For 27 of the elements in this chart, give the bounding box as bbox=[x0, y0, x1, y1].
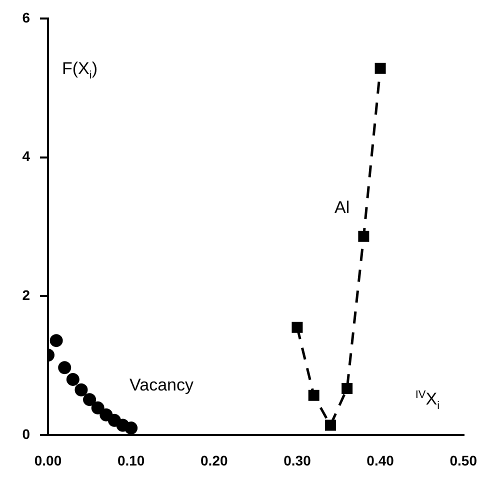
point bbox=[58, 361, 72, 374]
point bbox=[292, 322, 303, 333]
point bbox=[358, 230, 370, 242]
x-tick-label: 0.50 bbox=[450, 452, 478, 468]
x-tick-label: 0.40 bbox=[366, 452, 394, 468]
y-axis-title: F(X$_{i}$) bbox=[62, 59, 98, 82]
series-label: Vacancy bbox=[130, 375, 194, 394]
point bbox=[83, 393, 96, 406]
y-tick-label: 2 bbox=[22, 286, 30, 303]
point bbox=[66, 372, 80, 386]
point bbox=[324, 420, 336, 431]
point bbox=[308, 390, 320, 401]
x-tick-label: 0.10 bbox=[117, 452, 145, 468]
point bbox=[342, 382, 353, 394]
y-tick-label: 4 bbox=[22, 148, 30, 164]
point bbox=[374, 62, 386, 74]
y-tick-label: 0 bbox=[22, 426, 30, 442]
series-label: Al bbox=[334, 198, 350, 218]
point bbox=[124, 422, 138, 435]
x-tick-label: 0.30 bbox=[284, 452, 312, 468]
x-tick-label: 0.20 bbox=[200, 452, 228, 468]
point bbox=[74, 383, 88, 396]
point bbox=[50, 334, 63, 348]
x-tick-label: 0.00 bbox=[34, 452, 62, 468]
point bbox=[91, 401, 104, 414]
y-tick-label: 6 bbox=[22, 9, 30, 26]
x-axis-title: $^{IV}$X$_{i}$ bbox=[415, 389, 440, 412]
